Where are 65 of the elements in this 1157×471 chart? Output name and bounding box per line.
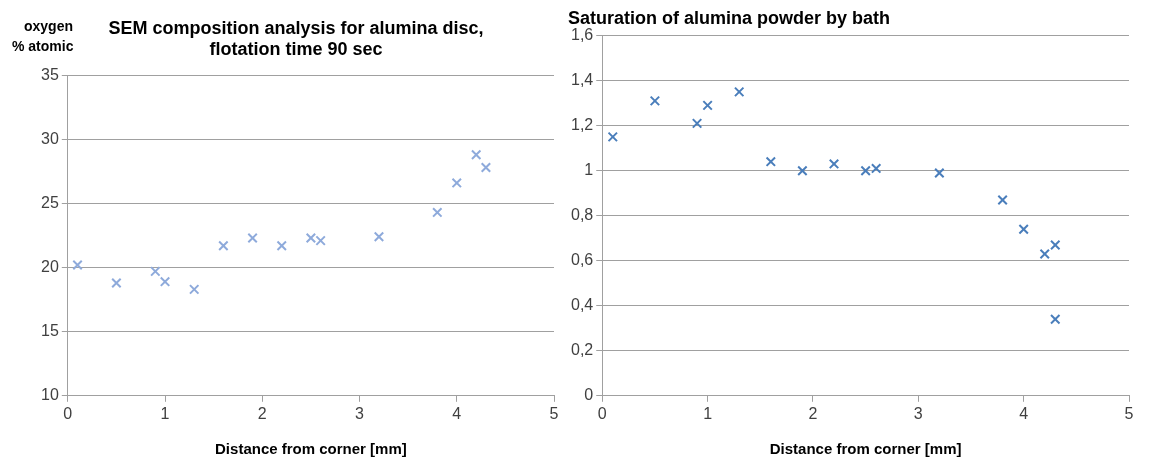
text: SEM composition analysis for alumina disc, bbox=[108, 17, 484, 38]
text: flotation time 90 sec bbox=[209, 39, 383, 60]
point bbox=[276, 240, 287, 251]
point bbox=[828, 158, 840, 170]
y-tick-label: 15 bbox=[41, 322, 59, 340]
point bbox=[150, 266, 161, 277]
x-tick-label: 0 bbox=[597, 404, 607, 422]
point bbox=[72, 259, 83, 271]
point bbox=[860, 165, 871, 176]
point bbox=[691, 118, 703, 129]
point bbox=[702, 100, 713, 111]
point bbox=[218, 240, 229, 251]
point bbox=[733, 86, 745, 98]
y-tick-label: 25 bbox=[41, 193, 59, 211]
point bbox=[159, 276, 171, 287]
x-axis-title: Distance from corner [mm] bbox=[215, 440, 407, 458]
point bbox=[470, 149, 482, 160]
y-tick-label: 0,2 bbox=[570, 341, 594, 359]
x-tick-label: 1 bbox=[160, 404, 170, 422]
x-tick-label: 5 bbox=[549, 404, 559, 422]
point bbox=[1018, 223, 1029, 235]
y-tick-label: 1 bbox=[584, 161, 594, 179]
point bbox=[432, 207, 443, 218]
point bbox=[305, 232, 317, 244]
x-tick-label: 5 bbox=[1124, 404, 1134, 422]
point bbox=[1039, 248, 1050, 260]
x-tick-label: 2 bbox=[808, 404, 818, 422]
x-tick-label: 4 bbox=[1019, 404, 1029, 422]
y-tick-label: 0 bbox=[584, 386, 594, 404]
point bbox=[797, 165, 808, 176]
point bbox=[247, 232, 258, 244]
point bbox=[1050, 239, 1061, 251]
text: % atomic bbox=[12, 37, 74, 54]
x-tick-label: 1 bbox=[703, 404, 713, 422]
x-axis-title: Distance from corner [mm] bbox=[769, 440, 962, 458]
point bbox=[188, 284, 200, 295]
point bbox=[451, 177, 462, 189]
point bbox=[373, 231, 385, 243]
point bbox=[607, 131, 619, 143]
y-tick-label: 1,2 bbox=[570, 116, 594, 134]
chart-title: Saturation of alumina powder by bath bbox=[568, 7, 891, 28]
y-tick-label: 30 bbox=[41, 129, 59, 147]
x-tick-label: 0 bbox=[63, 404, 73, 422]
y-tick-label: 20 bbox=[41, 257, 59, 275]
point bbox=[870, 163, 882, 174]
y-tick-label: 1,4 bbox=[570, 71, 594, 89]
point bbox=[315, 235, 326, 246]
point bbox=[765, 156, 777, 167]
x-tick-label: 3 bbox=[913, 404, 923, 422]
point bbox=[111, 277, 122, 289]
x-tick-label: 4 bbox=[452, 404, 462, 422]
point bbox=[997, 194, 1008, 206]
point bbox=[934, 167, 945, 179]
point bbox=[1050, 314, 1061, 325]
text: oxygen bbox=[24, 17, 74, 34]
y-tick-label: 1,6 bbox=[570, 26, 594, 44]
x-tick-label: 2 bbox=[257, 404, 267, 422]
y-tick-label: 0,4 bbox=[570, 296, 594, 314]
point bbox=[649, 95, 661, 107]
y-tick-label: 35 bbox=[41, 65, 59, 83]
x-tick-label: 3 bbox=[355, 404, 365, 422]
y-tick-label: 0,8 bbox=[570, 206, 594, 224]
y-tick-label: 0,6 bbox=[570, 251, 594, 269]
point bbox=[480, 162, 492, 173]
y-tick-label: 10 bbox=[41, 386, 59, 404]
